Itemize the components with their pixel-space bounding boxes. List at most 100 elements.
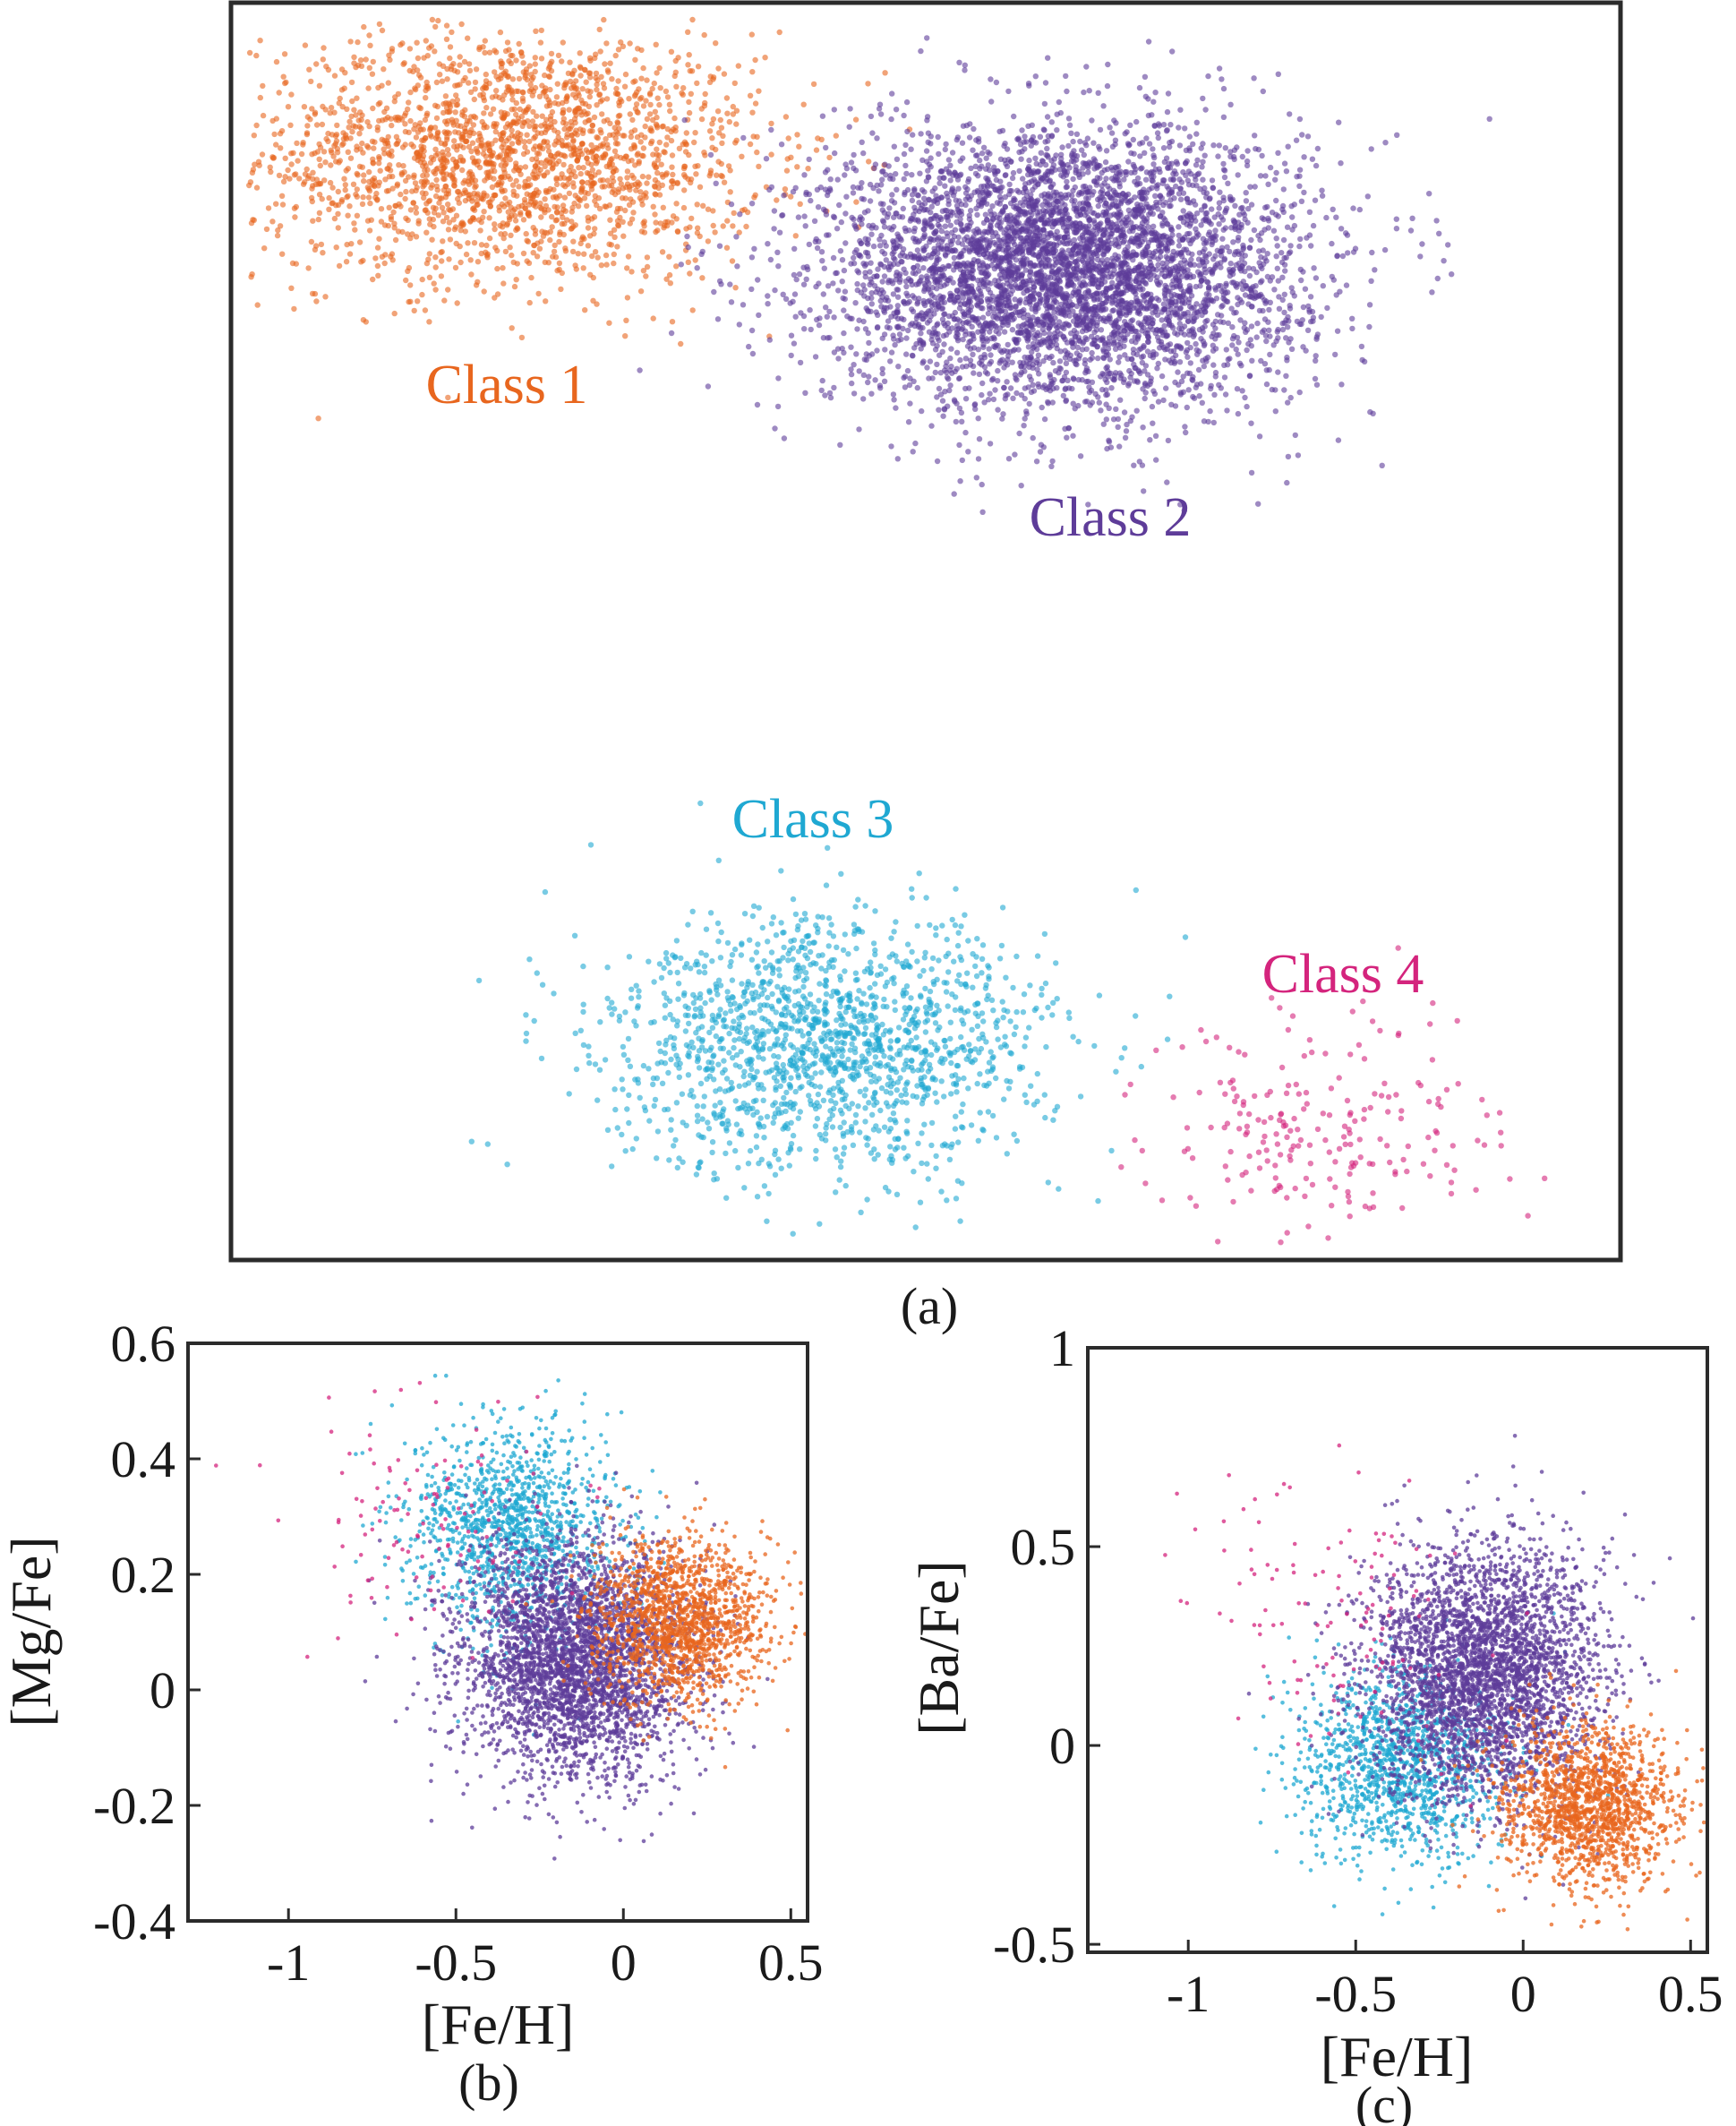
data-point xyxy=(615,78,621,84)
data-point xyxy=(604,177,611,184)
data-point xyxy=(547,236,553,244)
data-point xyxy=(1149,403,1156,410)
data-point xyxy=(366,168,372,176)
data-point xyxy=(1224,407,1230,414)
data-point xyxy=(850,190,857,196)
data-point xyxy=(459,167,466,174)
data-point xyxy=(692,163,698,169)
data-point xyxy=(988,358,995,365)
data-point xyxy=(1142,150,1148,156)
data-point xyxy=(516,40,522,47)
data-point xyxy=(274,232,281,239)
data-point xyxy=(615,113,622,119)
data-point xyxy=(446,256,452,262)
data-point xyxy=(766,337,773,343)
data-point xyxy=(265,205,272,211)
data-point xyxy=(411,307,417,314)
data-point xyxy=(443,157,449,164)
data-point xyxy=(436,61,442,67)
data-point xyxy=(552,218,559,224)
data-point xyxy=(797,201,803,207)
data-point xyxy=(286,176,293,182)
data-point xyxy=(673,201,680,207)
data-point xyxy=(681,116,688,124)
data-point xyxy=(669,152,676,159)
data-point xyxy=(713,40,719,47)
data-point xyxy=(935,133,941,141)
data-point xyxy=(366,64,372,72)
data-point xyxy=(457,54,463,60)
data-point xyxy=(583,79,589,85)
data-point xyxy=(379,253,386,260)
data-point xyxy=(374,127,381,133)
data-point xyxy=(656,64,663,72)
data-point xyxy=(433,183,440,190)
data-point xyxy=(326,206,332,212)
data-point xyxy=(589,180,596,187)
data-point xyxy=(609,156,615,162)
data-point xyxy=(594,87,600,93)
data-point xyxy=(493,49,500,56)
data-point xyxy=(367,200,373,207)
data-point xyxy=(597,48,603,55)
data-point xyxy=(1195,256,1202,262)
data-point xyxy=(366,32,372,39)
data-point xyxy=(820,291,826,297)
data-point xyxy=(629,158,635,164)
data-point xyxy=(473,183,479,189)
data-point xyxy=(336,262,343,270)
data-point xyxy=(852,300,859,306)
data-point xyxy=(1298,277,1304,284)
data-point xyxy=(1202,152,1208,159)
data-point xyxy=(1188,256,1194,263)
data-point xyxy=(432,193,440,200)
data-point xyxy=(1004,163,1011,169)
data-point xyxy=(538,159,544,166)
data-point xyxy=(315,416,321,422)
data-point xyxy=(402,121,408,127)
data-point xyxy=(1209,333,1215,340)
data-point xyxy=(682,141,689,147)
data-point xyxy=(549,108,556,116)
data-point xyxy=(686,52,692,58)
data-point xyxy=(452,82,458,89)
data-point xyxy=(489,195,495,202)
data-point xyxy=(261,245,268,252)
data-point xyxy=(542,121,548,127)
data-point xyxy=(945,157,953,163)
data-point xyxy=(815,204,822,210)
data-point xyxy=(1236,339,1242,346)
data-point xyxy=(310,176,316,182)
data-point xyxy=(557,229,563,236)
data-point xyxy=(1209,177,1216,184)
data-point xyxy=(534,253,541,260)
data-point xyxy=(647,140,654,147)
data-point xyxy=(435,212,441,219)
data-point xyxy=(1270,227,1278,234)
data-point xyxy=(524,237,530,244)
data-point xyxy=(790,298,796,304)
data-point xyxy=(428,154,435,161)
data-point xyxy=(945,403,951,409)
data-point xyxy=(592,198,598,204)
data-point xyxy=(694,265,700,271)
data-point xyxy=(995,378,1001,384)
data-point xyxy=(693,171,699,177)
data-point xyxy=(1033,459,1040,465)
data-point xyxy=(423,260,431,267)
data-point xyxy=(352,124,359,130)
data-point xyxy=(549,166,555,172)
data-point xyxy=(606,202,613,209)
data-point xyxy=(537,200,543,207)
data-point xyxy=(374,262,381,270)
data-point xyxy=(560,202,567,209)
data-point xyxy=(572,262,578,269)
data-point xyxy=(962,429,969,436)
data-point xyxy=(593,70,600,77)
data-point xyxy=(1313,162,1320,169)
data-point xyxy=(879,365,885,373)
data-point xyxy=(526,123,533,129)
data-point xyxy=(529,192,536,198)
data-point xyxy=(434,130,440,137)
data-point xyxy=(532,231,539,237)
